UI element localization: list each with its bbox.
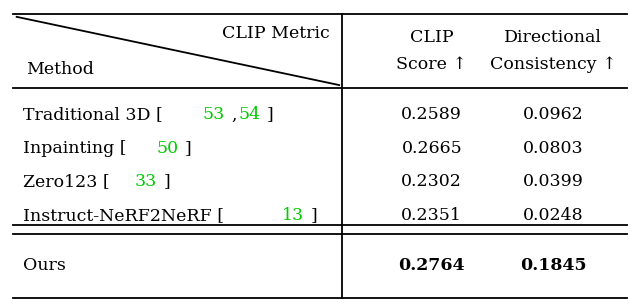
Text: 54: 54 <box>239 106 261 123</box>
Text: 0.2589: 0.2589 <box>401 106 462 123</box>
Text: Ours: Ours <box>23 257 66 274</box>
Text: ]: ] <box>310 207 317 224</box>
Text: 0.2764: 0.2764 <box>399 257 465 274</box>
Text: 0.2665: 0.2665 <box>401 140 462 157</box>
Text: 0.0399: 0.0399 <box>523 174 584 190</box>
Text: Instruct-NeRF2NeRF [: Instruct-NeRF2NeRF [ <box>23 207 224 224</box>
Text: 33: 33 <box>134 174 157 190</box>
Text: 0.0962: 0.0962 <box>523 106 584 123</box>
Text: 0.0803: 0.0803 <box>523 140 584 157</box>
Text: ]: ] <box>267 106 274 123</box>
Text: Zero123 [: Zero123 [ <box>23 174 109 190</box>
Text: ]: ] <box>185 140 191 157</box>
Text: 0.0248: 0.0248 <box>523 207 584 224</box>
Text: ]: ] <box>163 174 170 190</box>
Text: 13: 13 <box>282 207 304 224</box>
Text: Inpainting [: Inpainting [ <box>23 140 127 157</box>
Text: Score ↑: Score ↑ <box>396 56 467 73</box>
Text: ,: , <box>232 106 237 123</box>
Text: Method: Method <box>26 62 94 78</box>
Text: 0.2302: 0.2302 <box>401 174 462 190</box>
Text: 53: 53 <box>203 106 225 123</box>
Text: CLIP: CLIP <box>410 29 454 46</box>
Text: Consistency ↑: Consistency ↑ <box>490 56 616 73</box>
Text: 50: 50 <box>156 140 179 157</box>
Text: Directional: Directional <box>504 29 602 46</box>
Text: 0.2351: 0.2351 <box>401 207 462 224</box>
Text: CLIP Metric: CLIP Metric <box>222 25 330 42</box>
Text: Traditional 3D [: Traditional 3D [ <box>23 106 163 123</box>
Text: 0.1845: 0.1845 <box>520 257 586 274</box>
